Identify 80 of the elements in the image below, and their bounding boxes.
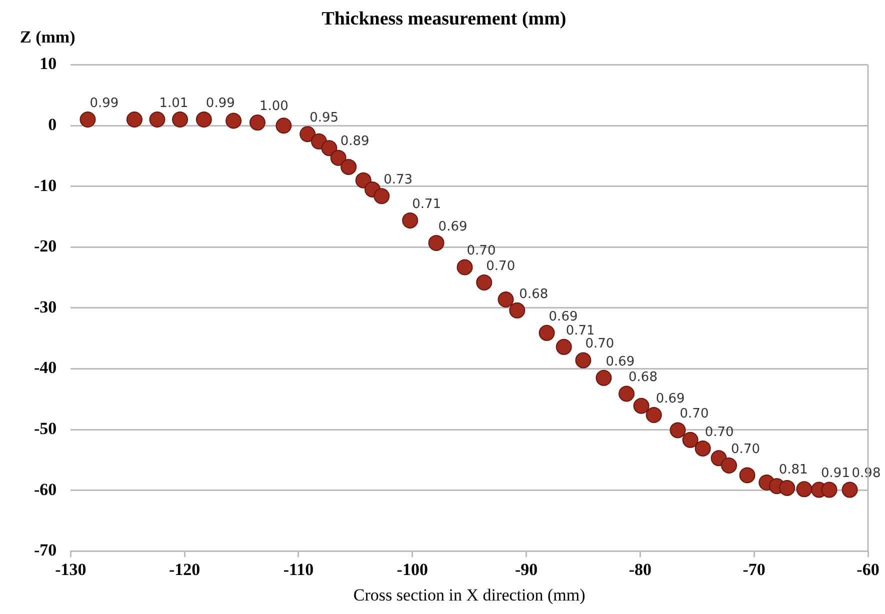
point [126, 112, 142, 128]
point [498, 291, 514, 308]
annotation: 0.70 [486, 258, 516, 274]
x-tick-label: -130 [55, 560, 86, 579]
point [476, 274, 492, 290]
x-tick-label: -80 [628, 560, 652, 579]
annotation: 1.01 [159, 96, 188, 111]
x-tick-label: -60 [856, 560, 880, 579]
point [249, 114, 266, 131]
annotation: 0.99 [206, 96, 235, 111]
y-tick-label: -50 [34, 418, 57, 438]
point [80, 112, 96, 128]
y-tick-label: -70 [34, 540, 57, 560]
point [276, 118, 292, 134]
point [575, 352, 592, 368]
point [821, 482, 838, 498]
annotation: 0.70 [585, 336, 614, 352]
point [682, 432, 698, 448]
point [402, 212, 418, 228]
annotation: 0.70 [731, 442, 760, 457]
point [646, 407, 662, 424]
annotation: 0.68 [628, 370, 658, 386]
point [694, 440, 711, 456]
annotation: 0.91 [821, 466, 850, 482]
annotation: 0.81 [778, 462, 808, 478]
x-tick-label: -120 [168, 560, 200, 579]
point [321, 140, 338, 156]
annotation: 0.95 [310, 110, 339, 126]
point [509, 302, 526, 318]
annotation: 0.69 [438, 219, 468, 234]
point [456, 259, 473, 276]
y-tick-label: -30 [34, 297, 57, 316]
point [374, 188, 390, 204]
annotation: 0.69 [656, 391, 685, 406]
point [196, 112, 212, 128]
point [538, 324, 555, 341]
point [596, 370, 612, 386]
point [739, 467, 756, 484]
annotation: 0.69 [548, 309, 578, 324]
point [226, 112, 242, 129]
point [355, 172, 372, 188]
annotation: 0.68 [519, 286, 548, 302]
point [330, 150, 346, 166]
chart-title: Thickness measurement (mm) [322, 8, 566, 30]
point [779, 480, 796, 496]
y-tick-label: -60 [34, 480, 57, 499]
y-tick-label: 0 [48, 114, 57, 134]
point [428, 234, 444, 251]
y-tick-label: -20 [34, 236, 57, 256]
point [618, 386, 635, 402]
point [670, 422, 686, 438]
point [172, 112, 188, 128]
annotation: 0.70 [704, 424, 734, 440]
x-tick-label: -70 [742, 560, 766, 579]
annotation: 0.70 [680, 406, 709, 422]
x-tick-label: -110 [283, 560, 314, 579]
annotation: 0.71 [566, 323, 595, 338]
point [556, 338, 572, 355]
point [300, 126, 316, 142]
x-tick-label: -90 [514, 560, 538, 579]
annotation: 0.73 [384, 172, 413, 188]
annotation: 0.70 [466, 244, 496, 259]
point [721, 457, 738, 474]
x-tick-label: -100 [396, 560, 428, 579]
annotation: 0.89 [340, 134, 370, 150]
annotation: 0.99 [90, 96, 119, 111]
annotation: 0.69 [606, 354, 635, 370]
point [796, 481, 812, 498]
annotation: 0.98 [852, 466, 881, 482]
point [340, 158, 357, 175]
point [633, 398, 650, 414]
y-tick-label: -10 [34, 176, 57, 195]
point [842, 482, 858, 498]
annotation: 1.00 [259, 98, 288, 114]
y-axis-title: Z (mm) [20, 27, 76, 46]
y-tick-label: 10 [40, 54, 57, 74]
point [149, 112, 166, 128]
annotation: 0.71 [412, 196, 442, 212]
x-axis-title: Cross section in X direction (mm) [353, 585, 586, 604]
y-tick-label: -40 [34, 358, 57, 378]
